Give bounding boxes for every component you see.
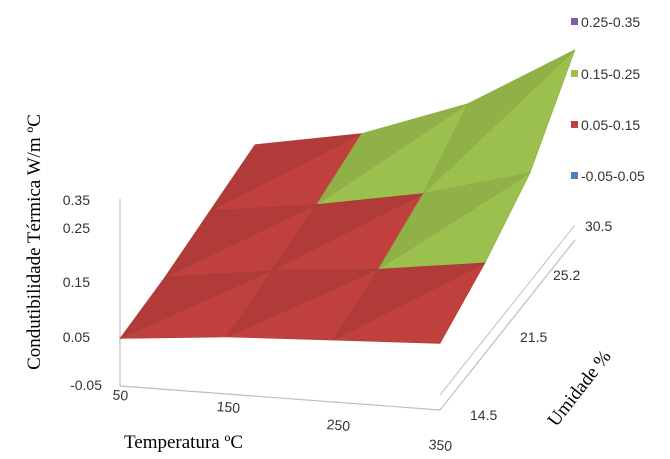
y-tick-label: 21.5 bbox=[520, 329, 547, 345]
legend-label: 0.25-0.35 bbox=[581, 14, 640, 30]
legend-label: 0.05-0.15 bbox=[581, 117, 640, 133]
z-tick-label: 0.15 bbox=[63, 274, 90, 290]
y-axis-title: Umidade % bbox=[544, 346, 616, 430]
surface-facet bbox=[332, 262, 486, 341]
y-tick-label: 30.5 bbox=[585, 218, 612, 234]
ticks: 0.35 0.25 0.15 0.05 -0.05 50 150 250 350… bbox=[63, 192, 613, 454]
x-tick-label: 350 bbox=[428, 436, 453, 454]
y-tick-label: 14.5 bbox=[470, 407, 497, 423]
legend-swatch bbox=[571, 18, 578, 25]
legend: 0.25-0.35 0.15-0.25 0.05-0.15 -0.05-0.05 bbox=[571, 14, 645, 184]
surface-facet bbox=[316, 103, 469, 205]
surface-facet bbox=[423, 49, 576, 194]
surface-facet bbox=[271, 193, 424, 271]
legend-label: 0.15-0.25 bbox=[581, 66, 640, 82]
x-tick-label: 50 bbox=[112, 386, 129, 403]
axes bbox=[119, 199, 576, 411]
x-tick-label: 150 bbox=[216, 398, 241, 416]
x-tick-label: 250 bbox=[326, 416, 351, 434]
surface-facet bbox=[209, 133, 362, 212]
z-tick-label: 0.35 bbox=[63, 192, 90, 208]
legend-swatch bbox=[571, 70, 578, 77]
z-axis-title: Condutibilidade Térmica W/m ºC bbox=[24, 114, 45, 370]
legend-label: -0.05-0.05 bbox=[581, 168, 645, 184]
z-tick-label: 0.05 bbox=[63, 329, 90, 345]
legend-swatch bbox=[571, 172, 578, 179]
surface-facet bbox=[225, 268, 379, 338]
back-wall-edge bbox=[439, 224, 576, 396]
legend-swatch bbox=[571, 121, 578, 128]
z-tick-label: -0.05 bbox=[70, 377, 102, 393]
z-tick-label: 0.25 bbox=[63, 220, 90, 236]
surface-facet bbox=[119, 270, 272, 340]
surface-facet bbox=[378, 172, 531, 270]
surface-facet bbox=[164, 204, 317, 278]
x-axis-title: Temperatura ºC bbox=[124, 432, 243, 453]
floor-front-edge bbox=[119, 385, 441, 411]
floor-right-edge bbox=[439, 239, 576, 411]
y-tick-label: 25.2 bbox=[553, 267, 580, 283]
surface bbox=[119, 49, 576, 344]
